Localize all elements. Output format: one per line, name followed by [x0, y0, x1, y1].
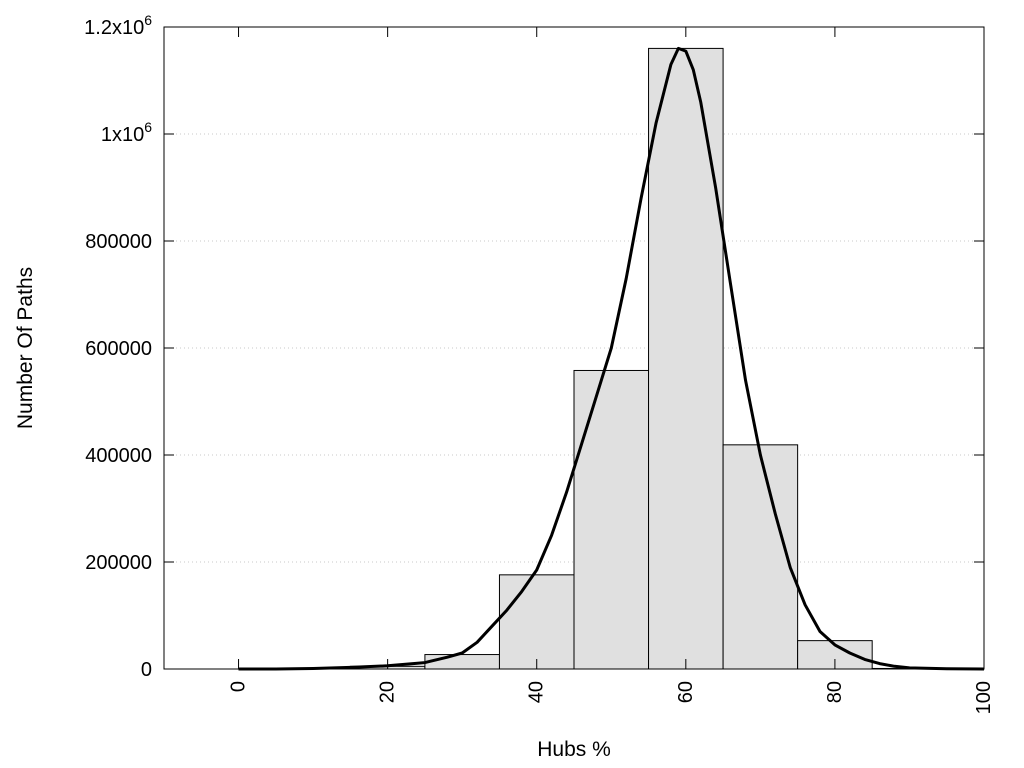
histogram-bar: [573, 369, 650, 670]
x-tick-label: 20: [377, 681, 399, 703]
density-curve: [238, 46, 985, 671]
histogram-bar: [498, 574, 575, 670]
x-tick-label: 0: [228, 681, 250, 692]
y-tick-label: 400000: [85, 445, 152, 467]
y-axis-ticks: 0 200000 400000 600000 800000 1x106 1.2x106: [84, 12, 984, 681]
density-curve-line: [238, 46, 985, 671]
y-tick-label: 1x106: [101, 119, 152, 146]
histogram-bar: [424, 654, 500, 670]
y-axis-label: Number Of Paths: [14, 267, 37, 429]
y-tick-label: 800000: [85, 231, 152, 253]
bars: [349, 47, 948, 670]
y-tick-label: 600000: [85, 338, 152, 360]
x-axis-label: Hubs %: [537, 738, 611, 761]
y-tick-label: 1.2x106: [84, 12, 152, 39]
histogram-bar: [648, 47, 724, 670]
x-tick-label: 60: [675, 681, 697, 703]
y-tick-label: 200000: [85, 552, 152, 574]
histogram-bar: [722, 444, 799, 670]
x-axis-ticks: 0 20 40 60 80 100: [228, 27, 995, 714]
y-tick-label: 0: [141, 659, 152, 681]
x-tick-label: 40: [526, 681, 548, 703]
x-tick-label: 100: [973, 681, 995, 714]
x-tick-label: 80: [824, 681, 846, 703]
